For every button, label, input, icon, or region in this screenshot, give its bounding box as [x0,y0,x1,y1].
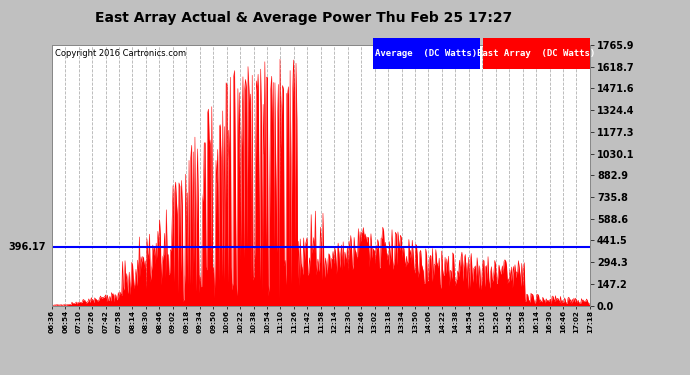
Text: East Array  (DC Watts): East Array (DC Watts) [477,49,595,58]
Text: 396.17: 396.17 [9,242,46,252]
Text: Copyright 2016 Cartronics.com: Copyright 2016 Cartronics.com [55,49,186,58]
Text: Average  (DC Watts): Average (DC Watts) [375,49,477,58]
Text: East Array Actual & Average Power Thu Feb 25 17:27: East Array Actual & Average Power Thu Fe… [95,11,512,25]
